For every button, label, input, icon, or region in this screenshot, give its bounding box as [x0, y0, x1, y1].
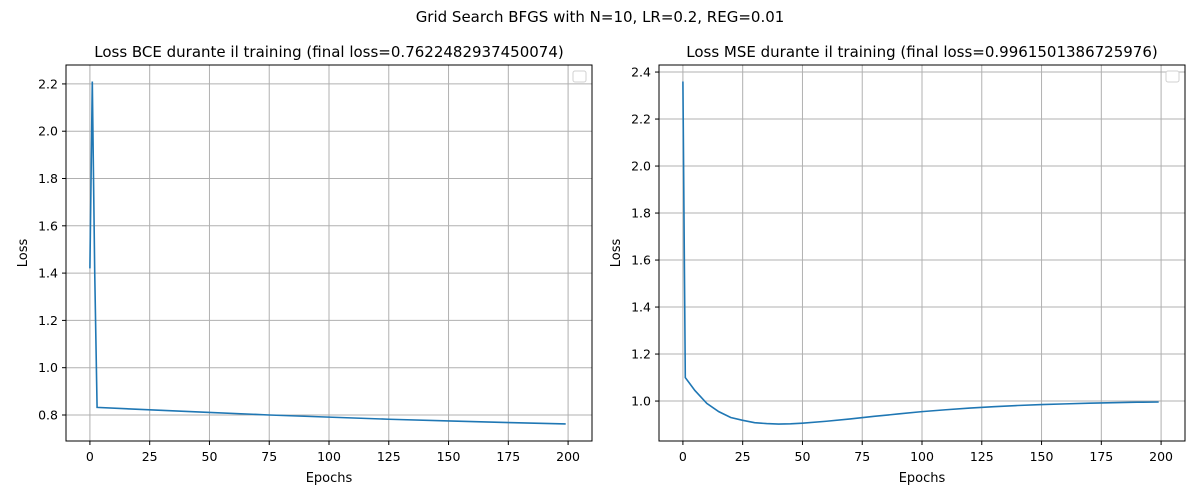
mse-x-tick-label: 50: [795, 449, 811, 464]
mse-x-tick-label: 0: [679, 449, 687, 464]
bce-x-tick-label: 25: [142, 449, 158, 464]
bce-y-tick-label: 1.8: [38, 171, 58, 186]
mse-loss-line: [682, 81, 1159, 425]
bce-x-tick-label: 175: [496, 449, 520, 464]
bce-y-tick-label: 1.6: [38, 218, 58, 233]
bce-loss-line: [89, 81, 566, 425]
bce-x-axis-label: Epochs: [306, 471, 353, 486]
bce-x-tick-label: 100: [317, 449, 341, 464]
bce-y-tick-label: 0.8: [38, 407, 58, 422]
bce-x-tick-label: 0: [86, 449, 94, 464]
mse-x-tick-label: 25: [735, 449, 751, 464]
mse-y-tick-label: 1.8: [631, 206, 651, 221]
mse-panel-title: Loss MSE durante il training (final loss…: [686, 43, 1157, 61]
mse-y-tick-label: 1.2: [631, 347, 651, 362]
mse-y-tick-label: 1.0: [631, 394, 651, 409]
mse-y-tick-label: 1.4: [631, 300, 651, 315]
mse-x-axis-label: Epochs: [899, 471, 946, 486]
bce-empty-legend: [572, 70, 587, 83]
mse-x-tick-label: 150: [1030, 449, 1054, 464]
bce-x-tick-label: 125: [377, 449, 401, 464]
bce-x-tick-label: 50: [202, 449, 218, 464]
mse-y-axis-label: Loss: [609, 239, 624, 268]
bce-y-tick-label: 1.0: [38, 360, 58, 375]
mse-x-tick-label: 100: [910, 449, 934, 464]
bce-x-tick-label: 150: [437, 449, 461, 464]
mse-y-tick-label: 1.6: [631, 253, 651, 268]
mse-x-tick-label: 125: [970, 449, 994, 464]
mse-x-tick-label: 200: [1149, 449, 1173, 464]
bce-y-tick-label: 1.4: [38, 266, 58, 281]
bce-loss-panel: Loss BCE durante il training (final loss…: [16, 43, 593, 486]
mse-loss-panel: Loss MSE durante il training (final loss…: [609, 43, 1186, 486]
mse-empty-legend: [1165, 70, 1180, 83]
bce-x-tick-label: 75: [261, 449, 277, 464]
bce-x-tick-label: 200: [556, 449, 580, 464]
bce-panel-title: Loss BCE durante il training (final loss…: [94, 43, 564, 61]
mse-y-tick-label: 2.4: [631, 65, 651, 80]
bce-y-tick-label: 2.2: [38, 76, 58, 91]
mse-y-tick-label: 2.2: [631, 112, 651, 127]
mse-x-tick-label: 175: [1089, 449, 1113, 464]
bce-y-axis-label: Loss: [16, 239, 31, 268]
figure-suptitle: Grid Search BFGS with N=10, LR=0.2, REG=…: [416, 8, 785, 26]
bce-y-tick-label: 1.2: [38, 313, 58, 328]
bce-y-tick-label: 2.0: [38, 124, 58, 139]
mse-y-tick-label: 2.0: [631, 159, 651, 174]
mse-x-tick-label: 75: [854, 449, 870, 464]
